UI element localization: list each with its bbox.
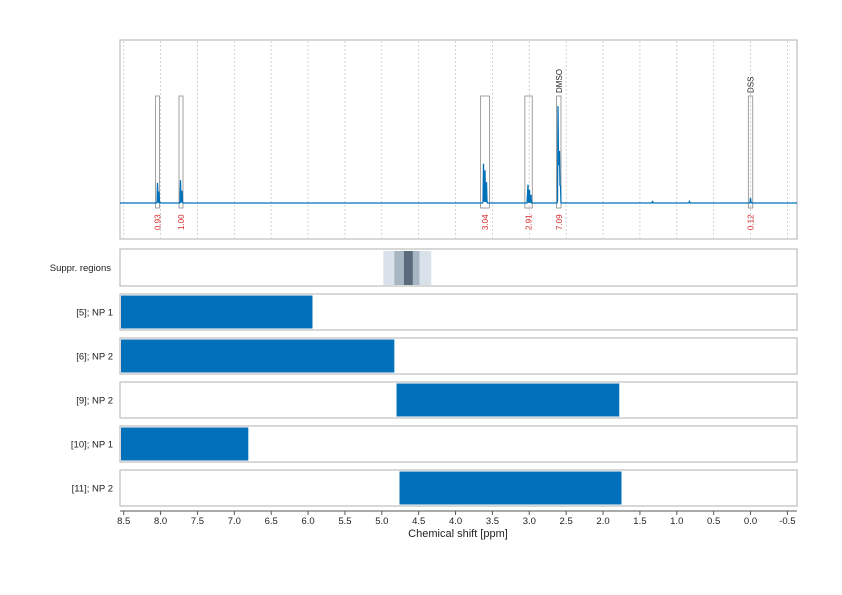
spectrum-line bbox=[120, 106, 797, 204]
x-tick-label: 3.5 bbox=[486, 516, 499, 527]
x-tick-label: 4.5 bbox=[412, 516, 425, 527]
spectrum-gridlines bbox=[123, 41, 788, 238]
spectrum-frame bbox=[119, 39, 798, 240]
integration-value-label: 0.93 bbox=[153, 214, 162, 230]
x-tick-label: 0.5 bbox=[707, 516, 720, 527]
range-bar bbox=[396, 383, 620, 417]
integration-value-label: 3.04 bbox=[481, 214, 490, 230]
x-tick-label: -0.5 bbox=[779, 516, 795, 527]
suppression-panel: Suppr. regions bbox=[50, 248, 798, 287]
integration-region-box bbox=[556, 95, 562, 209]
integration-regions bbox=[154, 95, 754, 209]
x-tick-label: 6.5 bbox=[265, 516, 278, 527]
x-tick-label: 7.5 bbox=[191, 516, 204, 527]
range-bar bbox=[399, 471, 622, 505]
integration-region-box bbox=[154, 95, 160, 209]
range-row-label: [6]; NP 2 bbox=[76, 352, 113, 363]
range-rows: [5]; NP 1 [6]; NP 2 [9]; NP 2 [10]; NP 1 [11… bbox=[71, 293, 798, 507]
integration-region-box bbox=[480, 95, 490, 209]
range-bar bbox=[121, 427, 249, 461]
integration-labels: 0.93 1.00 3.04 2.91 7.09 DMSO 0.12 DSS bbox=[153, 69, 755, 230]
suppression-frame bbox=[119, 248, 798, 287]
x-axis-label: Chemical shift [ppm] bbox=[408, 528, 508, 540]
integration-value-label: 2.91 bbox=[525, 214, 534, 230]
integration-value-label: 7.09 bbox=[555, 214, 564, 230]
x-axis: 8.5 8.0 7.5 7.0 6.5 6.0 5.5 5.0 4.5 4.0 3.5 3.0 2.5 2… bbox=[117, 510, 797, 527]
x-tick-label: 4.0 bbox=[449, 516, 462, 527]
peak-annotation-label: DMSO bbox=[555, 69, 564, 93]
range-row-label: [5]; NP 1 bbox=[76, 308, 113, 319]
x-tick-label: 5.0 bbox=[375, 516, 388, 527]
x-tick-label: 0.0 bbox=[744, 516, 757, 527]
suppression-label: Suppr. regions bbox=[50, 263, 112, 274]
range-bar bbox=[121, 339, 395, 373]
range-row-label: [11]; NP 2 bbox=[72, 484, 113, 495]
x-tick-label: 7.0 bbox=[228, 516, 241, 527]
spectrum-panel: 0.93 1.00 3.04 2.91 7.09 DMSO 0.12 DSS bbox=[119, 39, 798, 240]
x-tick-label: 8.5 bbox=[117, 516, 130, 527]
range-row-label: [10]; NP 1 bbox=[71, 440, 113, 451]
range-bar bbox=[121, 295, 313, 329]
integration-region-box bbox=[747, 95, 754, 209]
x-tick-label: 2.0 bbox=[596, 516, 609, 527]
peak-annotation-label: DSS bbox=[747, 77, 756, 93]
x-tick-label: 8.0 bbox=[154, 516, 167, 527]
integration-region-box bbox=[178, 95, 184, 209]
suppression-bands bbox=[383, 251, 432, 285]
x-tick-label: 1.0 bbox=[670, 516, 683, 527]
integration-value-label: 1.00 bbox=[177, 214, 186, 230]
suppression-band bbox=[403, 251, 413, 285]
integration-region-box bbox=[524, 95, 533, 209]
integration-value-label: 0.12 bbox=[747, 214, 756, 230]
x-tick-label: 2.5 bbox=[560, 516, 573, 527]
x-tick-label: 1.5 bbox=[633, 516, 646, 527]
range-row-label: [9]; NP 2 bbox=[76, 396, 113, 407]
x-tick-label: 3.0 bbox=[523, 516, 536, 527]
x-tick-label: 5.5 bbox=[338, 516, 351, 527]
x-tick-label: 6.0 bbox=[301, 516, 314, 527]
